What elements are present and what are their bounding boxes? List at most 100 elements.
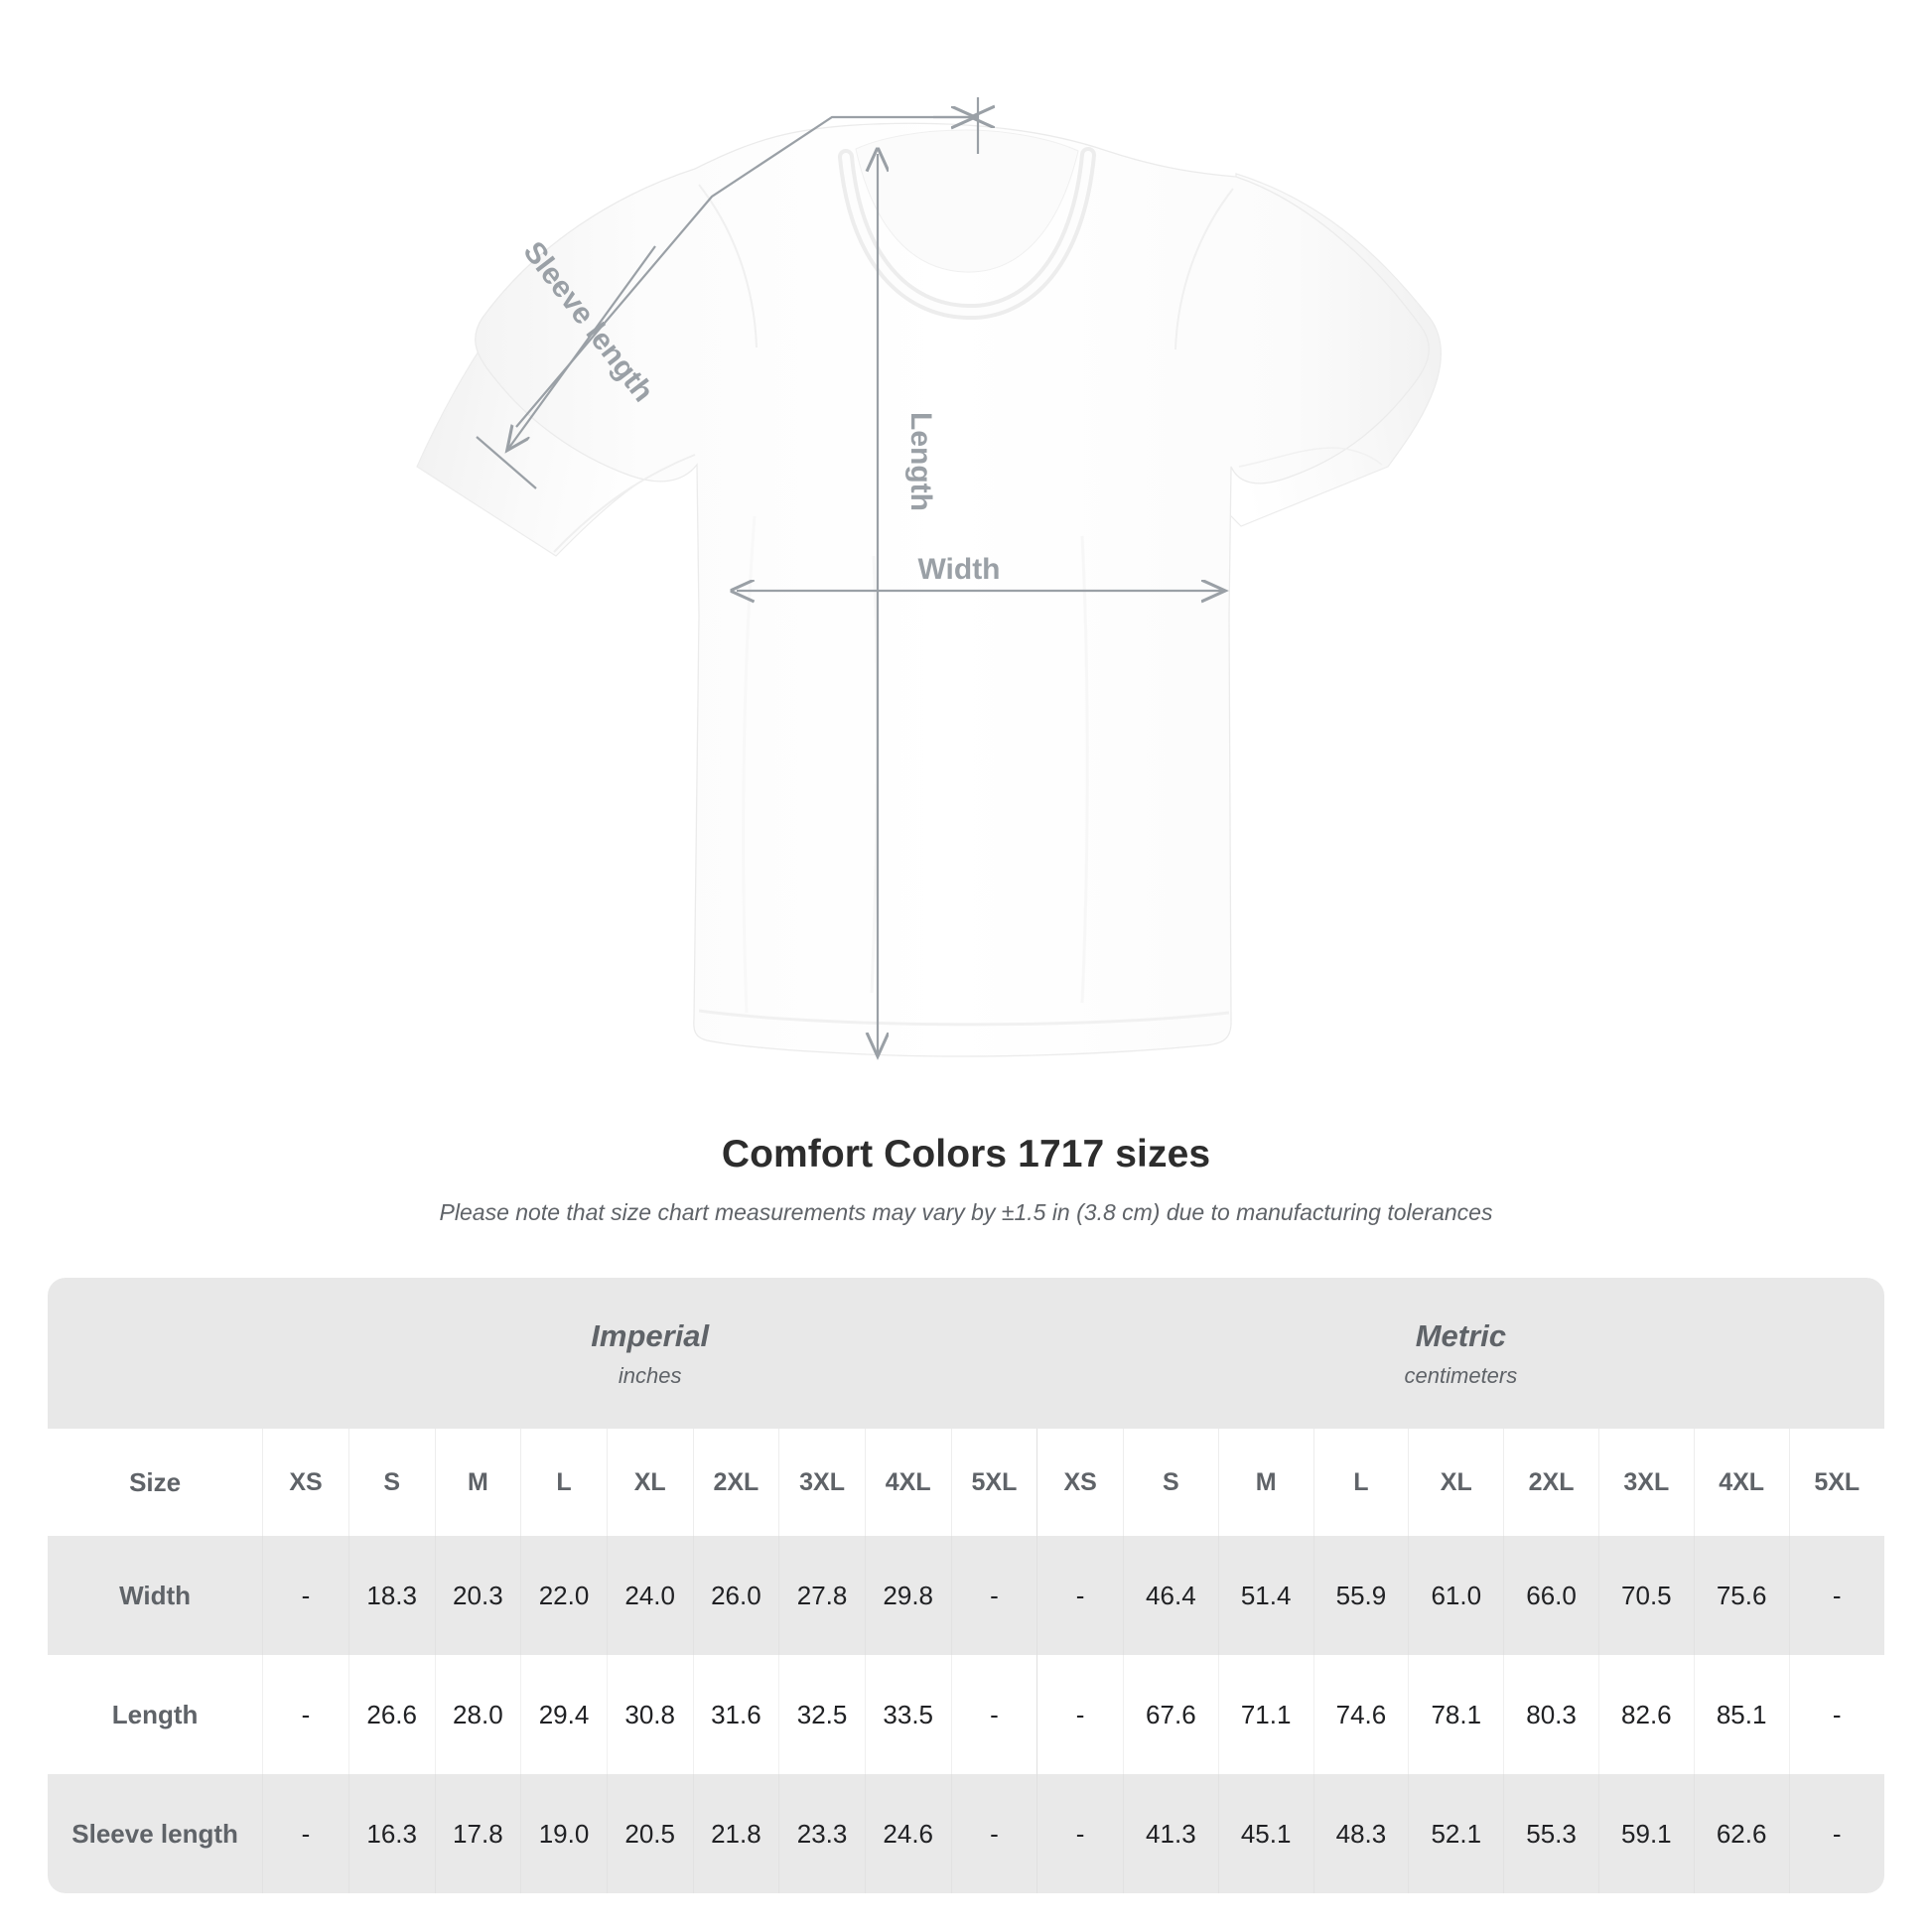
- cell-width-imperial-xs: -: [262, 1536, 349, 1655]
- cell-length-metric-2xl: 80.3: [1503, 1655, 1599, 1774]
- cell-sleeve-metric-xl: 52.1: [1408, 1774, 1504, 1893]
- size-header-imperial-3xl: 3XL: [778, 1429, 866, 1536]
- cell-length-metric-xs: -: [1036, 1655, 1124, 1774]
- cell-sleeve-imperial-m: 17.8: [434, 1774, 521, 1893]
- size-header-metric-l: L: [1312, 1429, 1409, 1536]
- cell-length-metric-xl: 78.1: [1408, 1655, 1504, 1774]
- cell-width-imperial-xl: 24.0: [606, 1536, 694, 1655]
- size-header-imperial-xl: XL: [606, 1429, 694, 1536]
- width-label: Width: [917, 553, 1000, 586]
- size-header-imperial-s: S: [347, 1429, 436, 1536]
- row-label-sleeve-length: Sleeve length: [48, 1774, 263, 1893]
- cell-width-metric-m: 51.4: [1217, 1536, 1314, 1655]
- cell-sleeve-metric-2xl: 55.3: [1503, 1774, 1599, 1893]
- cell-sleeve-imperial-xl: 20.5: [606, 1774, 694, 1893]
- cell-width-metric-5xl: -: [1788, 1536, 1884, 1655]
- cell-width-imperial-2xl: 26.0: [692, 1536, 779, 1655]
- size-header-imperial-2xl: 2XL: [692, 1429, 779, 1536]
- size-header-metric-xs: XS: [1036, 1429, 1124, 1536]
- cell-width-metric-4xl: 75.6: [1693, 1536, 1790, 1655]
- cell-sleeve-metric-m: 45.1: [1217, 1774, 1314, 1893]
- chart-header: Comfort Colors 1717 sizes Please note th…: [0, 1132, 1932, 1228]
- cell-width-metric-xs: -: [1036, 1536, 1124, 1655]
- cell-width-metric-s: 46.4: [1122, 1536, 1219, 1655]
- size-header-metric-2xl: 2XL: [1503, 1429, 1599, 1536]
- unit-name-imperial: Imperial: [591, 1318, 710, 1354]
- cell-length-imperial-xs: -: [262, 1655, 349, 1774]
- cell-length-imperial-l: 29.4: [520, 1655, 608, 1774]
- tshirt-measurement-illustration: Sleeve length Length Width: [416, 97, 1442, 1112]
- cell-sleeve-imperial-l: 19.0: [520, 1774, 608, 1893]
- cell-length-metric-m: 71.1: [1217, 1655, 1314, 1774]
- measurement-lines: [476, 97, 1223, 1054]
- size-chart-table: Imperial inches Metric centimeters Size …: [48, 1278, 1884, 1893]
- unit-sub-imperial: inches: [618, 1362, 682, 1388]
- size-header-metric-3xl: 3XL: [1597, 1429, 1695, 1536]
- cell-sleeve-imperial-xs: -: [262, 1774, 349, 1893]
- unit-header-metric: Metric centimeters: [1036, 1278, 1884, 1429]
- unit-name-metric: Metric: [1415, 1318, 1507, 1354]
- cell-sleeve-metric-s: 41.3: [1122, 1774, 1219, 1893]
- size-chart-table-container: Imperial inches Metric centimeters Size …: [48, 1278, 1884, 1893]
- cell-sleeve-metric-3xl: 59.1: [1597, 1774, 1695, 1893]
- unit-header-blank: [48, 1278, 263, 1429]
- cell-length-imperial-3xl: 32.5: [778, 1655, 866, 1774]
- cell-sleeve-imperial-2xl: 21.8: [692, 1774, 779, 1893]
- table-row: Width - 18.3 20.3 22.0 24.0 26.0 27.8 29…: [48, 1536, 1884, 1655]
- table-row: Length - 26.6 28.0 29.4 30.8 31.6 32.5 3…: [48, 1655, 1884, 1774]
- tolerance-note: Please note that size chart measurements…: [439, 1198, 1493, 1225]
- cell-length-imperial-m: 28.0: [434, 1655, 521, 1774]
- cell-sleeve-imperial-4xl: 24.6: [864, 1774, 952, 1893]
- unit-header-imperial: Imperial inches: [262, 1278, 1037, 1429]
- size-header-imperial-5xl: 5XL: [950, 1429, 1037, 1536]
- size-header-row: Size XS S M L XL 2XL 3XL 4XL 5XL XS S M …: [48, 1429, 1884, 1536]
- cell-length-metric-4xl: 85.1: [1693, 1655, 1790, 1774]
- sleeve-hem-tick: [476, 436, 537, 489]
- unit-sub-metric: centimeters: [1404, 1362, 1518, 1388]
- size-header-imperial-m: M: [434, 1429, 521, 1536]
- cell-length-imperial-4xl: 33.5: [864, 1655, 952, 1774]
- table-row: Sleeve length - 16.3 17.8 19.0 20.5 21.8…: [48, 1774, 1884, 1893]
- size-header-imperial-xs: XS: [262, 1429, 349, 1536]
- cell-length-metric-3xl: 82.6: [1597, 1655, 1695, 1774]
- row-label-width: Width: [48, 1536, 263, 1655]
- cell-width-imperial-3xl: 27.8: [778, 1536, 866, 1655]
- cell-sleeve-metric-4xl: 62.6: [1693, 1774, 1790, 1893]
- cell-sleeve-metric-5xl: -: [1788, 1774, 1884, 1893]
- cell-length-metric-5xl: -: [1788, 1655, 1884, 1774]
- cell-length-imperial-2xl: 31.6: [692, 1655, 779, 1774]
- cell-length-metric-l: 74.6: [1312, 1655, 1409, 1774]
- cell-length-imperial-xl: 30.8: [606, 1655, 694, 1774]
- size-header-metric-xl: XL: [1408, 1429, 1504, 1536]
- cell-width-imperial-s: 18.3: [347, 1536, 436, 1655]
- unit-header-row: Imperial inches Metric centimeters: [48, 1278, 1884, 1429]
- cell-sleeve-imperial-3xl: 23.3: [778, 1774, 866, 1893]
- cell-width-metric-xl: 61.0: [1408, 1536, 1504, 1655]
- cell-length-imperial-s: 26.6: [347, 1655, 436, 1774]
- cell-length-imperial-5xl: -: [950, 1655, 1037, 1774]
- size-header-metric-s: S: [1122, 1429, 1219, 1536]
- cell-width-metric-2xl: 66.0: [1503, 1536, 1599, 1655]
- page-title: Comfort Colors 1717 sizes: [721, 1133, 1211, 1175]
- size-header-imperial-4xl: 4XL: [864, 1429, 952, 1536]
- row-label-length: Length: [48, 1655, 263, 1774]
- size-header-label: Size: [48, 1429, 263, 1536]
- cell-sleeve-metric-xs: -: [1036, 1774, 1124, 1893]
- size-header-imperial-l: L: [520, 1429, 608, 1536]
- cell-width-imperial-m: 20.3: [434, 1536, 521, 1655]
- cell-sleeve-metric-l: 48.3: [1312, 1774, 1409, 1893]
- cell-width-imperial-5xl: -: [950, 1536, 1037, 1655]
- cell-sleeve-imperial-s: 16.3: [347, 1774, 436, 1893]
- cell-width-imperial-4xl: 29.8: [864, 1536, 952, 1655]
- sleeve-length-leader: [515, 117, 973, 428]
- length-label: Length: [904, 412, 937, 511]
- size-header-metric-4xl: 4XL: [1693, 1429, 1790, 1536]
- cell-width-imperial-l: 22.0: [520, 1536, 608, 1655]
- cell-width-metric-3xl: 70.5: [1597, 1536, 1695, 1655]
- cell-width-metric-l: 55.9: [1312, 1536, 1409, 1655]
- size-header-metric-m: M: [1217, 1429, 1314, 1536]
- cell-sleeve-imperial-5xl: -: [950, 1774, 1037, 1893]
- size-header-metric-5xl: 5XL: [1788, 1429, 1884, 1536]
- cell-length-metric-s: 67.6: [1122, 1655, 1219, 1774]
- sleeve-length-arrow: [508, 245, 656, 449]
